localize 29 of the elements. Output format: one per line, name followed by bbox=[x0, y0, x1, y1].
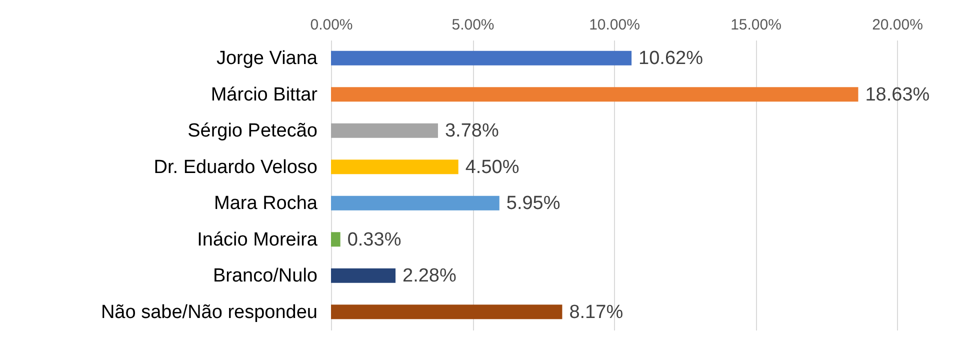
data-label: 18.63% bbox=[865, 84, 930, 106]
data-label: 4.50% bbox=[465, 156, 520, 178]
y-tick-label: Mara Rocha bbox=[214, 193, 318, 214]
data-label: 2.28% bbox=[402, 266, 457, 287]
y-tick-label: Sérgio Petecão bbox=[188, 120, 318, 142]
bar bbox=[331, 50, 632, 66]
bar bbox=[331, 304, 562, 320]
x-tick-label: 10.00% bbox=[589, 16, 640, 34]
y-tick-label: Dr. Eduardo Veloso bbox=[154, 156, 318, 178]
bar bbox=[331, 232, 340, 247]
bar bbox=[331, 196, 500, 210]
x-tick-label: 5.00% bbox=[452, 16, 494, 34]
data-label: 5.95% bbox=[506, 193, 560, 214]
data-label: 10.62% bbox=[638, 48, 704, 70]
x-tick-label: 0.00% bbox=[310, 16, 353, 34]
x-tick-label: 20.00% bbox=[872, 16, 923, 34]
bar bbox=[331, 160, 458, 174]
data-label: 8.17% bbox=[569, 302, 624, 323]
bar bbox=[331, 123, 438, 138]
y-tick-label: Márcio Bittar bbox=[210, 84, 318, 106]
bar bbox=[331, 87, 858, 102]
bar bbox=[331, 268, 396, 283]
y-tick-label: Jorge Viana bbox=[216, 48, 318, 70]
data-label: 3.78% bbox=[444, 120, 499, 142]
y-tick-label: Branco/Nulo bbox=[212, 266, 318, 287]
x-tick-label: 15.00% bbox=[730, 16, 782, 34]
y-tick-label: Não sabe/Não respondeu bbox=[100, 302, 318, 323]
data-label: 0.33% bbox=[347, 229, 402, 250]
y-tick-label: Inácio Moreira bbox=[197, 229, 318, 250]
